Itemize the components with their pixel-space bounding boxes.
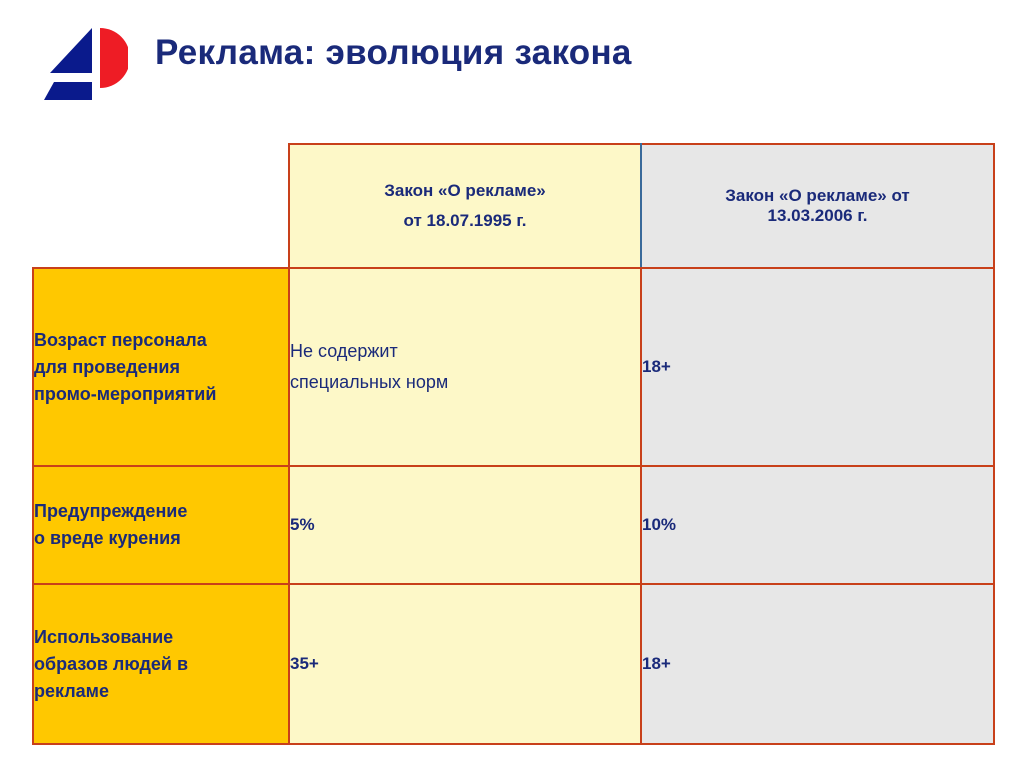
row-new-law-value: 18+ <box>640 583 995 745</box>
row-label-line3: промо-мероприятий <box>34 383 217 404</box>
logo-semicircle-shape <box>100 28 128 88</box>
row-new-law-value: 18+ <box>640 267 995 467</box>
header-new-law: Закон «О рекламе» от 13.03.2006 г. <box>640 143 995 269</box>
row-label-line2: образов людей в <box>34 653 189 674</box>
logo-parallelogram-shape <box>44 82 92 100</box>
header-old-law-line2: от 18.07.1995 г. <box>403 211 527 230</box>
table-row: Предупреждение о вреде курения 5% 10% <box>32 465 995 585</box>
header-old-law: Закон «О рекламе» от 18.07.1995 г. <box>288 143 642 269</box>
company-logo <box>44 26 128 102</box>
row-label-line1: Предупреждение <box>34 501 188 521</box>
page-title: Реклама: эволюция закона <box>155 33 632 72</box>
header-blank-cell <box>33 144 289 268</box>
row-label-line1: Возраст персонала <box>34 329 207 350</box>
header-new-law-line1: Закон «О рекламе» от <box>725 185 910 205</box>
row-label-line2: для проведения <box>34 356 180 377</box>
table-row: Использование образов людей в рекламе 35… <box>32 583 995 745</box>
table-header-row: Закон «О рекламе» от 18.07.1995 г. Закон… <box>33 143 995 269</box>
table-row: Возраст персонала для проведения промо-м… <box>32 267 995 467</box>
row-label-line1: Использование <box>34 626 174 647</box>
row-old-law-line1: Не содержит <box>290 340 398 361</box>
header-old-law-line1: Закон «О рекламе» <box>384 181 546 201</box>
row-label-smoking-warning: Предупреждение о вреде курения <box>32 465 290 585</box>
row-label-line3: рекламе <box>34 680 110 701</box>
row-label-line2: о вреде курения <box>34 528 181 548</box>
row-old-law-line2: специальных норм <box>290 372 449 392</box>
row-new-law-value: 10% <box>640 465 995 585</box>
row-old-law-value: 35+ <box>288 583 642 745</box>
company-logo-graphic <box>44 28 128 100</box>
logo-triangle-shape <box>50 28 92 73</box>
law-comparison-table: Закон «О рекламе» от 18.07.1995 г. Закон… <box>32 143 995 745</box>
row-label-people-images: Использование образов людей в рекламе <box>32 583 290 745</box>
row-old-law-value: Не содержит специальных норм <box>288 267 642 467</box>
row-old-law-value: 5% <box>288 465 642 585</box>
header-new-law-line2: 13.03.2006 г. <box>767 206 868 225</box>
row-label-age-of-staff: Возраст персонала для проведения промо-м… <box>32 267 290 467</box>
slide-header: Реклама: эволюция закона <box>0 0 1024 130</box>
